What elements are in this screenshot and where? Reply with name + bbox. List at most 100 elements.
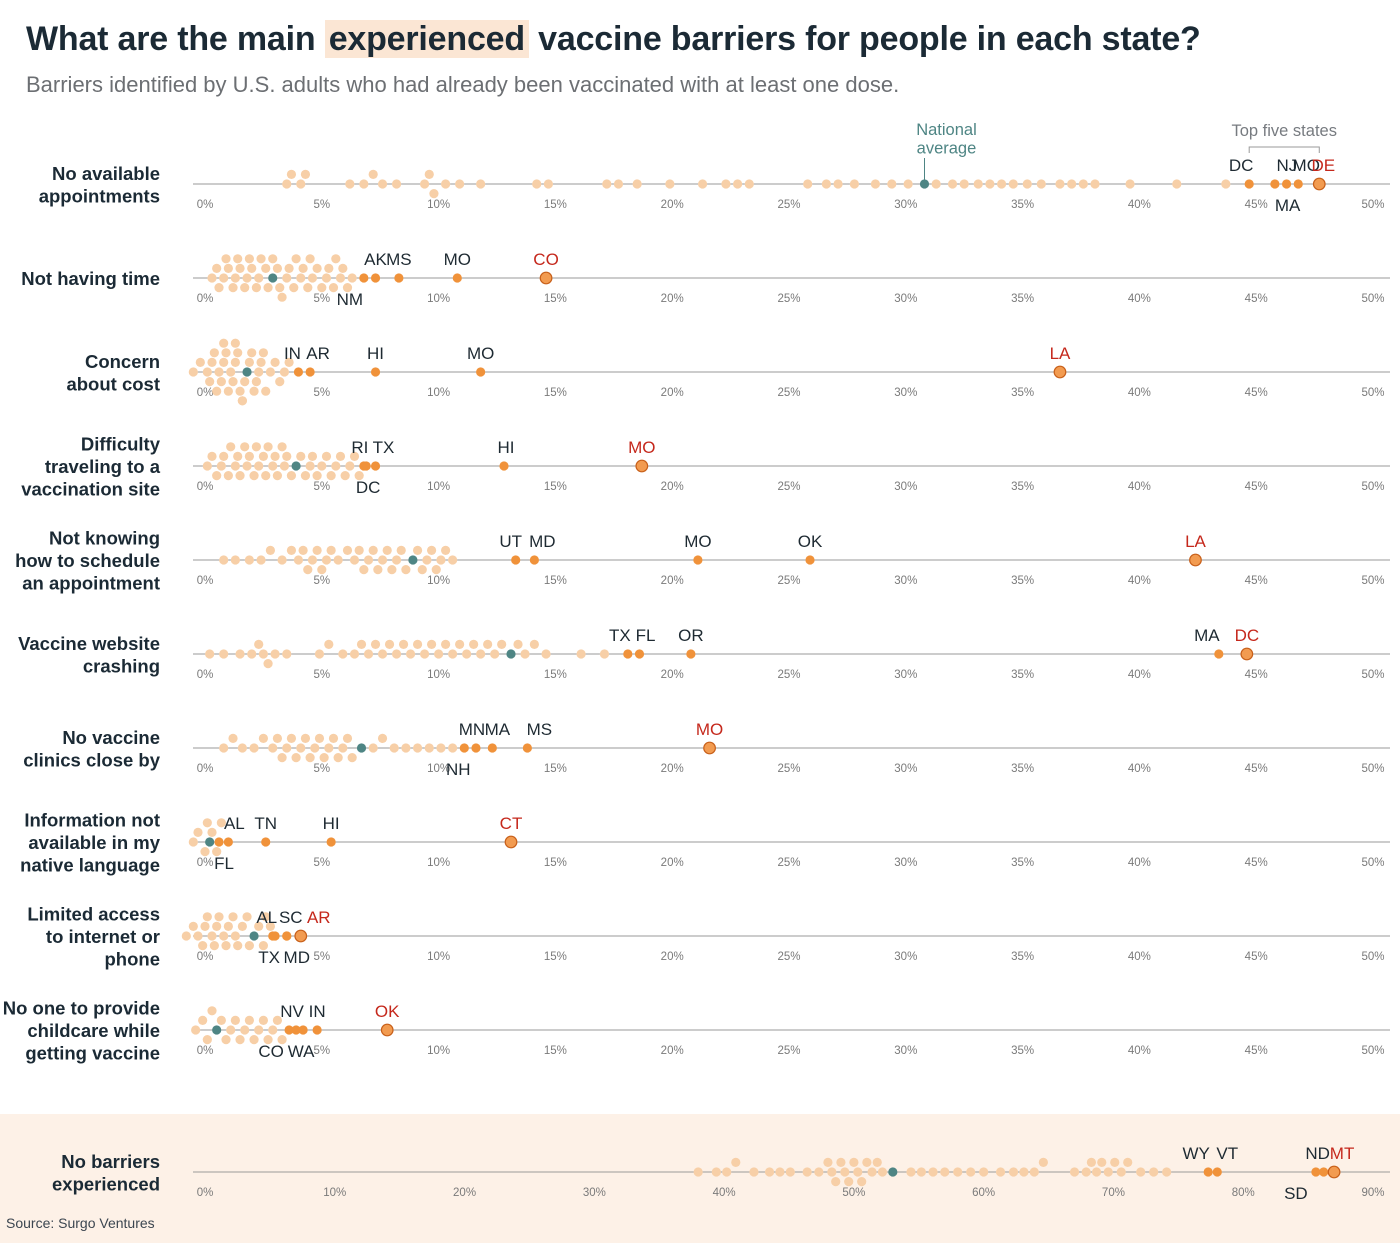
state-dot [219, 931, 229, 941]
state-dot [237, 921, 247, 932]
national-average-dot [249, 931, 259, 941]
state-label: MA [1275, 196, 1301, 215]
state-dot [223, 263, 233, 273]
state-dot [268, 254, 278, 264]
national-average-dot [212, 1025, 222, 1035]
state-dot [328, 283, 339, 293]
state-dot [261, 386, 271, 396]
tick-label: 20% [661, 951, 684, 963]
state-dot [314, 733, 325, 744]
tick-label: 40% [1128, 293, 1151, 305]
state-label: OR [678, 626, 704, 645]
tick-label: 35% [1011, 1045, 1034, 1057]
row-label: native language [20, 855, 160, 876]
tick-label: 30% [894, 763, 917, 775]
state-dot [256, 357, 266, 367]
state-dot [1136, 1167, 1146, 1177]
highlighted-state-dot [291, 1025, 301, 1035]
row-label: Information not [24, 810, 160, 831]
tick-label: 40% [1128, 481, 1151, 493]
state-dot [1069, 1167, 1080, 1177]
state-dot [391, 649, 402, 659]
state-dot [833, 179, 843, 189]
tick-label: 35% [1011, 669, 1034, 681]
tick-label: 10% [427, 1045, 450, 1057]
tick-label: 50% [1361, 857, 1384, 869]
state-dot [226, 1025, 236, 1035]
state-dot [363, 649, 374, 659]
state-dot [476, 649, 486, 659]
state-dot [282, 451, 292, 461]
state-dot [268, 461, 278, 471]
highlighted-state-dot [305, 367, 315, 377]
state-dot [1090, 179, 1100, 189]
state-dot [599, 649, 610, 659]
state-dot [221, 941, 231, 951]
top-state-dot [1053, 365, 1067, 379]
state-dot [202, 1035, 212, 1045]
state-dot [244, 941, 254, 951]
state-dot [202, 461, 212, 471]
state-dot [455, 639, 465, 650]
state-dot [240, 377, 250, 387]
state-dot [219, 743, 229, 753]
state-dot [254, 273, 264, 283]
state-dot [277, 555, 287, 565]
state-dot [307, 451, 318, 461]
tick-label: 15% [544, 669, 567, 681]
state-dot [401, 565, 411, 575]
state-dot [368, 169, 378, 179]
state-label: RI [351, 438, 368, 457]
barrier-row: Not having time 0% 5% 10% 15% 20% 25% 30% 35% 40%… [21, 250, 1390, 309]
state-dot [354, 471, 364, 481]
top-state-dot [1312, 177, 1326, 191]
top-state-dot [380, 1023, 394, 1037]
state-dot [775, 1167, 785, 1177]
state-dot [349, 649, 360, 659]
state-dot [303, 283, 313, 293]
state-dot [312, 263, 322, 273]
state-dot [249, 386, 259, 396]
highlighted-state-dot [282, 931, 292, 941]
state-label: CO [258, 1042, 284, 1061]
state-label: MA [1194, 626, 1220, 645]
state-dot [356, 639, 367, 650]
state-dot [223, 921, 233, 932]
state-dot [228, 283, 238, 293]
state-label: OK [798, 532, 823, 551]
top-state-dot [703, 741, 716, 755]
state-dot [422, 555, 432, 565]
row-label: No vaccine [62, 727, 160, 748]
state-dot [1172, 179, 1182, 189]
state-dot [1110, 1157, 1120, 1167]
state-dot [207, 451, 217, 461]
state-dot [188, 367, 198, 377]
tick-label: 50% [1361, 387, 1384, 399]
highlighted-state-dot [1281, 179, 1292, 189]
state-label: NJ [1276, 156, 1297, 175]
highlighted-state-dot [1212, 1167, 1222, 1177]
state-dot [214, 367, 224, 377]
state-dot [300, 169, 311, 179]
tick-label: 15% [544, 951, 567, 963]
state-dot [282, 649, 292, 659]
tick-label: 15% [544, 293, 567, 305]
state-dot [632, 179, 642, 189]
highlighted-state-dot [261, 837, 271, 847]
top-state-dot [1327, 1165, 1341, 1179]
state-dot [240, 1025, 250, 1035]
state-dot [424, 169, 434, 179]
state-dot [219, 555, 229, 565]
tick-label: 5% [313, 199, 330, 211]
state-dot [223, 386, 233, 396]
state-dot [314, 649, 325, 659]
state-dot [1029, 1167, 1039, 1177]
state-label: DC [1235, 626, 1260, 645]
state-label: OK [375, 1002, 400, 1021]
state-dot [870, 179, 881, 189]
state-label: SD [1284, 1184, 1308, 1203]
row-label: Vaccine website [18, 633, 160, 654]
state-dot [261, 263, 271, 273]
